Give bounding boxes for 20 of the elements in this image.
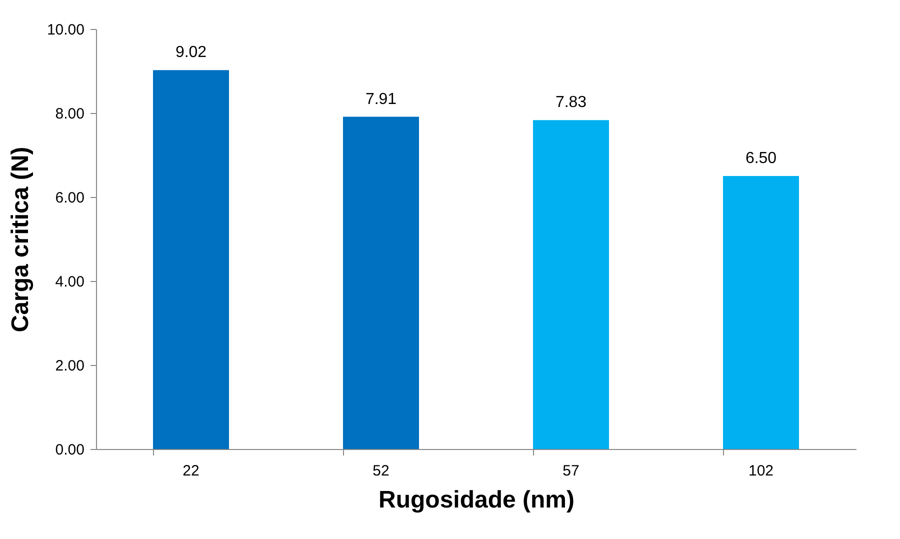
bar — [533, 120, 609, 449]
y-tick-label: 2.00 — [55, 358, 84, 374]
y-tick-label: 6.00 — [55, 190, 84, 206]
data-label: 7.91 — [365, 90, 397, 108]
y-axis-title: Carga critica (N) — [6, 146, 34, 332]
y-tick-label: 10.00 — [46, 22, 84, 38]
x-tick-label: 57 — [562, 462, 580, 480]
x-tick-label: 102 — [748, 462, 774, 480]
bar — [153, 70, 229, 449]
y-tick-label: 4.00 — [55, 274, 84, 290]
y-tick-label: 8.00 — [55, 106, 84, 122]
y-tick-label: 0.00 — [55, 442, 84, 458]
x-tick-label: 52 — [372, 462, 390, 480]
bar — [343, 116, 419, 449]
x-tick-label: 22 — [182, 462, 200, 480]
data-label: 6.50 — [745, 150, 777, 167]
data-label: 9.02 — [175, 44, 207, 62]
x-axis-title: Rugosidade (nm) — [378, 486, 574, 514]
data-label: 7.83 — [555, 94, 587, 112]
bar — [723, 176, 799, 449]
